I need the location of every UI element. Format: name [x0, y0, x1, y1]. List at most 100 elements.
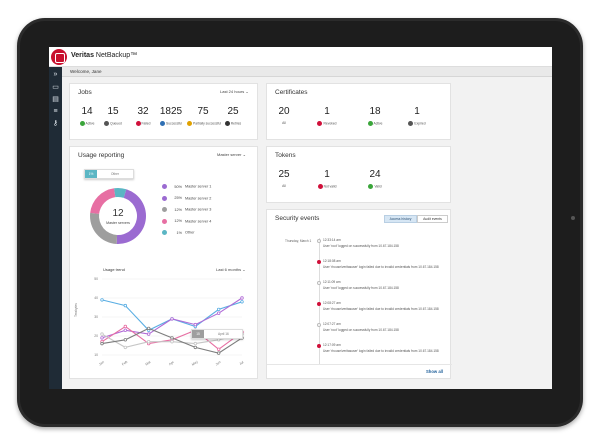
status-icon [367, 121, 373, 126]
security-key-icon[interactable]: ⚷ [52, 120, 59, 127]
status-icon [408, 121, 414, 126]
veritas-logo-icon [51, 49, 67, 65]
x-tick-label: Mar [145, 359, 153, 366]
alert-event-icon [317, 344, 321, 348]
status-icon [160, 121, 166, 126]
show-all-link[interactable]: Show all [426, 369, 443, 374]
legend-swatch [162, 195, 167, 201]
event-node-icon [317, 281, 321, 285]
status-icon [224, 121, 230, 126]
x-tick-label: Apr [168, 360, 175, 367]
series-point[interactable] [193, 345, 198, 350]
series-point[interactable] [123, 324, 128, 329]
series-point[interactable] [216, 347, 221, 351]
trend-title: Usage trend [103, 267, 125, 272]
x-tick-label: May [191, 360, 199, 367]
series-point[interactable] [170, 317, 174, 321]
status-icon [317, 121, 323, 126]
event-time: 12:33:14 am [323, 238, 341, 242]
jobs-range-select[interactable]: Last 24 hours ⌄ [220, 89, 249, 94]
tab-access-history[interactable]: Access history [384, 215, 417, 223]
series-point[interactable] [123, 338, 128, 342]
server-select[interactable]: Master server ⌄ [217, 152, 246, 157]
donut-slice[interactable] [90, 212, 118, 244]
sidebar: » ▭ ▤ ≡ ⚷ [49, 67, 62, 389]
series-point[interactable] [100, 341, 104, 346]
event-description: User 'root' logged on successfully from … [323, 328, 399, 332]
event-description: User 'rhouse\veritasuser' login failed d… [323, 349, 439, 353]
jobs-stat-value: 14 [81, 106, 93, 117]
jobs-title: Jobs [78, 89, 92, 96]
series-point[interactable] [123, 345, 128, 350]
donut-tooltip-label: Other [111, 172, 119, 176]
donut-slice[interactable] [114, 188, 127, 198]
status-icon [104, 121, 110, 126]
chevron-down-icon: ⌄ [242, 267, 246, 272]
donut-slice[interactable] [116, 189, 147, 244]
certificates-title: Certificates [275, 89, 308, 96]
jobs-icon[interactable]: ▭ [52, 84, 59, 91]
security-title: Security events [275, 215, 320, 222]
certificates-card: Certificates 20 All 1 Revoked 18 Active 1 Expir… [266, 83, 451, 140]
event-time: 12:17:09 am [323, 343, 341, 347]
storage-icon[interactable]: ≡ [53, 108, 58, 115]
jobs-stat-value: 15 [107, 106, 119, 117]
welcome-bar: Welcome, Jane [62, 67, 552, 77]
jobs-stat-label: Failed [127, 121, 159, 126]
donut-tooltip-pct: 1% [85, 170, 97, 178]
usage-graphics: 10 20 30 40 50 Jan Feb Mar Apr May Jun Jul [90, 188, 245, 367]
jobs-stat-label: Partially successful [187, 121, 221, 126]
usage-donut [90, 188, 147, 244]
top-bar: Veritas NetBackup™ [49, 47, 552, 67]
series-point[interactable] [100, 332, 104, 336]
legend-swatch [162, 218, 167, 224]
status-icon [368, 184, 374, 189]
x-tick-label: Jul [239, 360, 245, 366]
series-point[interactable] [216, 311, 221, 315]
certificates-stat-label: All [282, 121, 286, 125]
event-node-icon [317, 239, 321, 243]
expand-chevron-icon[interactable]: » [53, 71, 58, 78]
donut-legend-item: 25% Master server 2 [162, 195, 211, 201]
camera-dot [571, 216, 575, 220]
donut-slice[interactable] [90, 188, 116, 214]
event-day-label: Thursday, March 1 [285, 239, 312, 243]
series-point[interactable] [170, 336, 174, 340]
series-point[interactable] [100, 298, 104, 302]
series-point[interactable] [170, 339, 174, 344]
certificates-stat-label: Expired [401, 121, 433, 126]
app-screen: Veritas NetBackup™ » ▭ ▤ ≡ ⚷ Welcome, Ja… [49, 47, 552, 389]
legend-swatch [162, 207, 167, 212]
jobs-stat-label: Active [71, 121, 103, 126]
series-point[interactable] [216, 351, 221, 355]
series-point[interactable] [240, 296, 244, 300]
trend-y-axis-label: Terabytes [74, 303, 78, 317]
event-timeline-line [319, 238, 320, 364]
server-select-label: Master server [217, 152, 242, 157]
series-point[interactable] [193, 341, 198, 346]
series-point[interactable] [123, 328, 128, 332]
series-point[interactable] [240, 300, 244, 304]
series-point[interactable] [193, 322, 198, 327]
series-point[interactable] [146, 339, 151, 344]
tab-audit-events[interactable]: Audit events [417, 215, 448, 223]
event-description: User 'rhouse\veritasuser' login failed d… [323, 265, 439, 269]
protection-icon[interactable]: ▤ [52, 96, 59, 103]
status-icon [187, 121, 192, 126]
brand-name: Veritas [71, 52, 94, 59]
tokens-title: Tokens [275, 152, 296, 159]
series-point[interactable] [100, 336, 104, 340]
series-point[interactable] [146, 332, 151, 336]
jobs-stat-value: 32 [137, 106, 149, 117]
series-point[interactable] [123, 303, 128, 308]
status-icon [135, 121, 141, 126]
donut-legend-item: 1% Other [162, 230, 195, 235]
jobs-range-label: Last 24 hours [220, 89, 245, 94]
series-point[interactable] [146, 326, 151, 331]
tokens-stat-value: 1 [324, 169, 330, 180]
jobs-stat-value: 1825 [159, 106, 183, 117]
trend-range-select[interactable]: Last 6 months ⌄ [216, 267, 246, 272]
donut-legend-item: 12% Master server 3 [162, 207, 211, 212]
app-title: Veritas NetBackup™ [71, 52, 137, 59]
series-point[interactable] [216, 307, 221, 312]
